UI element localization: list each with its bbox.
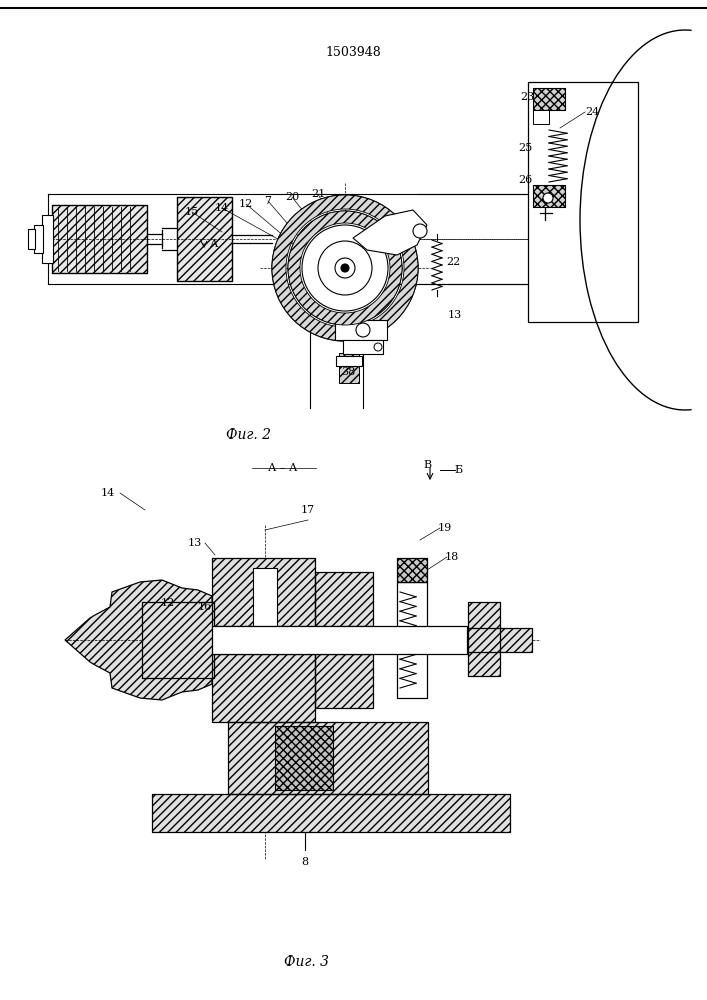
Text: 19: 19 (438, 523, 452, 533)
Bar (142, 602, 214, 678)
Bar (315, 572, 373, 626)
Bar (212, 654, 315, 722)
Bar (336, 356, 362, 366)
Bar (335, 320, 387, 340)
Bar (533, 88, 565, 110)
Text: 8: 8 (301, 857, 308, 867)
Bar (315, 654, 373, 708)
Text: 13: 13 (448, 310, 462, 320)
Text: В: В (423, 460, 431, 470)
Text: 25: 25 (518, 143, 532, 153)
Text: 15: 15 (185, 207, 199, 217)
Circle shape (341, 264, 349, 272)
Circle shape (318, 241, 372, 295)
Text: 14: 14 (215, 203, 229, 213)
Text: 23: 23 (520, 92, 534, 102)
Bar (152, 794, 510, 832)
Bar (468, 602, 500, 676)
Text: 1503948: 1503948 (325, 45, 381, 58)
Bar (427, 628, 532, 652)
Text: А – А: А – А (269, 463, 298, 473)
Bar (315, 572, 373, 626)
Bar (275, 726, 333, 790)
Bar (427, 628, 532, 652)
Text: 21: 21 (311, 189, 325, 199)
Bar (343, 340, 383, 354)
Bar (52, 205, 147, 273)
Polygon shape (353, 210, 427, 255)
Bar (34, 225, 43, 253)
Bar (42, 215, 53, 263)
Circle shape (302, 225, 388, 311)
Text: 38: 38 (341, 367, 355, 377)
Text: 16: 16 (198, 602, 212, 612)
Text: 20: 20 (285, 192, 299, 202)
Text: Б: Б (454, 465, 462, 475)
Circle shape (272, 195, 418, 341)
Wedge shape (272, 195, 418, 341)
Text: 17: 17 (301, 505, 315, 515)
Bar (468, 602, 500, 676)
Bar (339, 353, 359, 383)
Bar (397, 558, 427, 582)
Bar (152, 794, 510, 832)
Bar (177, 197, 232, 281)
Bar (28, 229, 35, 249)
Text: 18: 18 (445, 552, 459, 562)
Bar (397, 582, 427, 698)
Bar (528, 82, 638, 322)
Bar (228, 722, 428, 794)
Polygon shape (65, 580, 212, 700)
Text: А: А (210, 239, 218, 249)
Bar (212, 654, 315, 722)
Text: 14: 14 (101, 488, 115, 498)
Circle shape (356, 323, 370, 337)
Circle shape (543, 193, 553, 203)
Bar (253, 568, 277, 626)
Text: 12: 12 (239, 199, 253, 209)
Text: Фиг. 3: Фиг. 3 (284, 955, 329, 969)
Bar (177, 197, 232, 281)
Text: 22: 22 (446, 257, 460, 267)
Circle shape (413, 224, 427, 238)
Wedge shape (288, 211, 402, 325)
Bar (397, 558, 427, 582)
Circle shape (374, 343, 382, 351)
Text: 24: 24 (585, 107, 599, 117)
Bar (275, 726, 333, 790)
Bar (52, 205, 147, 273)
Bar (533, 185, 565, 207)
Text: Фиг. 2: Фиг. 2 (226, 428, 271, 442)
Text: 7: 7 (264, 196, 271, 206)
Circle shape (335, 258, 355, 278)
Bar (212, 558, 315, 626)
Bar (533, 110, 549, 124)
Bar (212, 558, 315, 626)
Text: 12: 12 (161, 598, 175, 608)
Bar (533, 88, 565, 110)
Bar (228, 722, 428, 794)
Text: б: б (447, 640, 453, 650)
Text: 26: 26 (518, 175, 532, 185)
Bar (533, 185, 565, 207)
Bar (142, 602, 214, 678)
Text: 13: 13 (188, 538, 202, 548)
Bar (315, 654, 373, 708)
Circle shape (288, 211, 402, 325)
Bar (212, 626, 467, 654)
